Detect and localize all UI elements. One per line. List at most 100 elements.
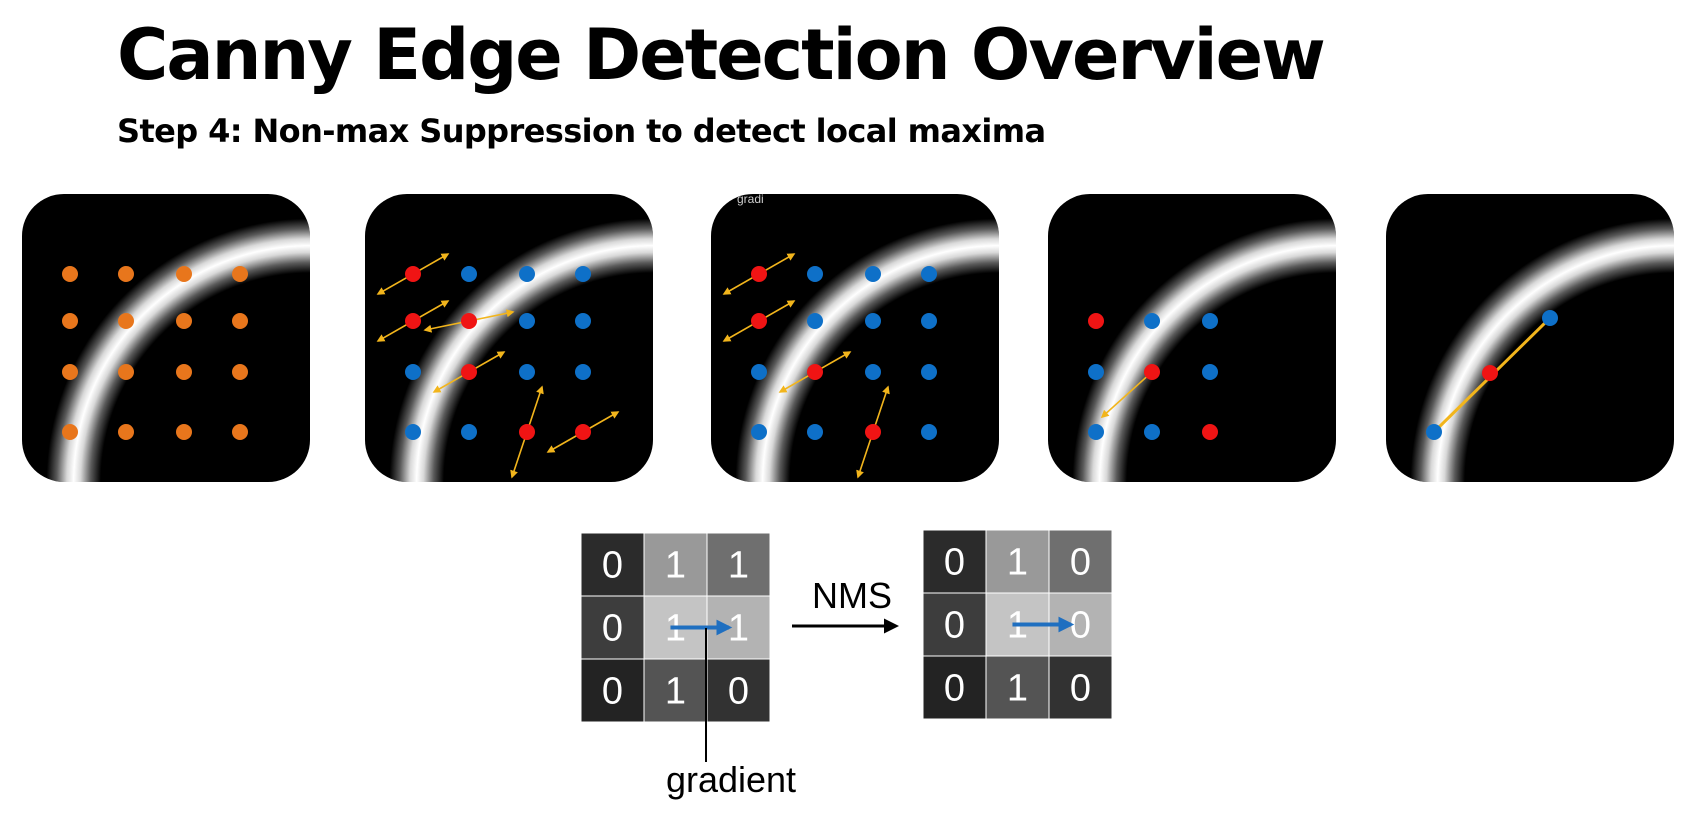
grid-cell-value: 0 [728,671,749,713]
pixel-dot-blue [751,424,767,440]
pixel-dot-blue [519,364,535,380]
pixel-dot-blue [865,313,881,329]
pixel-dot-orange [232,424,248,440]
pixel-dot-red [1202,424,1218,440]
grid-cell-value: 1 [728,545,749,587]
edge-panel-4 [1048,194,1336,482]
pixel-dot-blue [1144,424,1160,440]
edge-panel-3: gradi [711,192,999,482]
pixel-dot-orange [118,364,134,380]
pixel-dot-blue [405,424,421,440]
edge-curve [22,194,310,482]
grid-cell-value: 0 [1070,542,1091,584]
pixel-dot-orange [118,266,134,282]
pixel-dot-orange [62,266,78,282]
pixel-dot-red [405,266,421,282]
pixel-dot-red [865,424,881,440]
grid-cell-value: 0 [602,608,623,650]
pixel-dot-orange [176,313,192,329]
pixel-dot-red [1088,313,1104,329]
grid-cell-value: 0 [944,542,965,584]
edge-panel-5 [1386,194,1674,482]
pixel-dot-orange [62,424,78,440]
grid-cell [643,658,708,723]
grid-cell-value: 1 [728,608,749,650]
grid-cell-value: 1 [1007,542,1028,584]
pixel-dot-orange [176,364,192,380]
grid-cell [580,532,645,597]
pixel-dot-red [575,424,591,440]
pixel-dot-red [1144,364,1160,380]
pixel-dot-orange [118,313,134,329]
grid-cell [922,655,987,720]
pixel-dot-orange [176,424,192,440]
pixel-dot-red [405,313,421,329]
grid-cell [985,529,1050,594]
edge-pixel-dot [1482,365,1498,381]
grid-cell-value: 0 [1070,605,1091,647]
grid-cell [922,529,987,594]
pixel-dot-blue [921,313,937,329]
edge-panel-2 [365,194,653,482]
pixel-dot-red [519,424,535,440]
grid-cell [580,658,645,723]
pixel-dot-blue [461,424,477,440]
grid-cell-value: 0 [602,671,623,713]
pixel-dot-blue [1088,424,1104,440]
pixel-dot-blue [1088,364,1104,380]
grid-cell [643,532,708,597]
neighbor-pixel-dot [1426,424,1442,440]
grid-cell [706,532,771,597]
pixel-dot-blue [751,364,767,380]
pixel-dot-red [461,364,477,380]
grid-cell-value: 0 [944,668,965,710]
grid-cell [985,655,1050,720]
grid-cell-value: 0 [1070,668,1091,710]
pixel-dot-blue [865,364,881,380]
pixel-dot-blue [807,266,823,282]
pixel-dot-blue [921,424,937,440]
pixel-dot-blue [807,424,823,440]
pixel-dot-blue [575,266,591,282]
page-subtitle: Step 4: Non-max Suppression to detect lo… [117,112,1046,150]
pixel-dot-orange [62,364,78,380]
pixel-dot-blue [519,266,535,282]
pixel-dot-red [461,313,477,329]
pixel-dot-blue [519,313,535,329]
pixel-dot-blue [575,313,591,329]
pixel-dot-red [751,266,767,282]
grid-cell-value: 1 [665,545,686,587]
gradient-label: gradient [666,759,796,800]
grid-cell-value: 0 [944,605,965,647]
pixel-dot-blue [1202,364,1218,380]
pixel-dot-blue [921,364,937,380]
pixel-dot-blue [405,364,421,380]
panel-label: gradi [737,192,764,206]
pixel-dot-orange [232,313,248,329]
pixel-dot-orange [232,364,248,380]
nms-label: NMS [812,575,892,616]
pixel-dot-blue [1202,313,1218,329]
page-title: Canny Edge Detection Overview [117,14,1326,96]
pixel-dot-blue [575,364,591,380]
grid-cell [1048,655,1113,720]
pixel-dot-blue [865,266,881,282]
pixel-dot-orange [232,266,248,282]
nms-input-grid: 011011010 [580,532,771,723]
nms-output-grid: 010010010 [922,529,1113,720]
edge-curve [1386,194,1674,482]
grid-cell-value: 1 [1007,668,1028,710]
edge-curve [711,194,999,482]
gradient-direction-arrow [1100,371,1153,419]
edge-panel-1 [22,194,310,482]
neighbor-pixel-dot [1542,310,1558,326]
pixel-dot-red [751,313,767,329]
pixel-dot-orange [62,313,78,329]
pixel-dot-blue [1144,313,1160,329]
pixel-dot-blue [807,313,823,329]
edge-curve [1048,194,1336,482]
grid-cell-value: 0 [602,545,623,587]
pixel-dot-orange [118,424,134,440]
grid-cell-value: 1 [665,671,686,713]
